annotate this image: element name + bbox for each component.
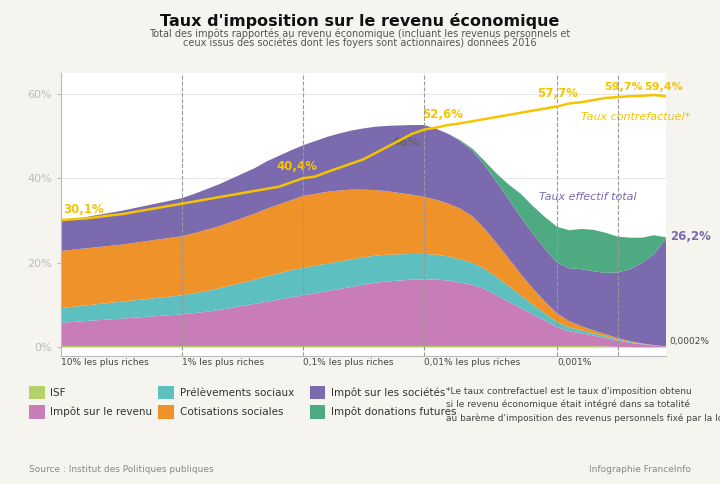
Text: Infographie FranceInfo: Infographie FranceInfo — [589, 465, 691, 474]
Text: 59,4%: 59,4% — [644, 82, 683, 91]
Text: 26,2%: 26,2% — [670, 230, 711, 243]
Text: 0,0002%: 0,0002% — [670, 337, 710, 346]
Text: 52,6%: 52,6% — [422, 108, 463, 121]
Text: 10% les plus riches: 10% les plus riches — [61, 358, 149, 367]
Text: Cotisations sociales: Cotisations sociales — [180, 407, 284, 417]
Text: *Le taux contrefactuel est le taux d'imposition obtenu
si le revenu économique é: *Le taux contrefactuel est le taux d'imp… — [446, 387, 720, 423]
Text: 46%: 46% — [392, 136, 420, 149]
Text: Taux effectif total: Taux effectif total — [539, 192, 636, 202]
Text: 59,7%: 59,7% — [604, 82, 643, 91]
Text: Impôt sur les sociétés: Impôt sur les sociétés — [331, 387, 446, 398]
Text: Total des impôts rapportés au revenu économique (incluant les revenus personnels: Total des impôts rapportés au revenu éco… — [149, 28, 571, 39]
Text: Impôt donations futures: Impôt donations futures — [331, 407, 456, 417]
Text: 57,7%: 57,7% — [536, 87, 577, 100]
Text: 30,1%: 30,1% — [63, 203, 104, 216]
Text: Impôt sur le revenu: Impôt sur le revenu — [50, 407, 153, 417]
Text: 0,1% les plus riches: 0,1% les plus riches — [303, 358, 394, 367]
Text: Taux d'imposition sur le revenu économique: Taux d'imposition sur le revenu économiq… — [161, 13, 559, 29]
Text: Prélèvements sociaux: Prélèvements sociaux — [180, 388, 294, 397]
Text: ISF: ISF — [50, 388, 66, 397]
Text: Source : Institut des Politiques publiques: Source : Institut des Politiques publiqu… — [29, 465, 213, 474]
Text: 0,001%: 0,001% — [557, 358, 592, 367]
Text: ceux issus des sociétés dont les foyers sont actionnaires) données 2016: ceux issus des sociétés dont les foyers … — [183, 38, 537, 48]
Text: Taux contrefactuel*: Taux contrefactuel* — [581, 112, 690, 122]
Text: 40,4%: 40,4% — [276, 160, 318, 173]
Text: 1% les plus riches: 1% les plus riches — [182, 358, 264, 367]
Text: 0,01% les plus riches: 0,01% les plus riches — [424, 358, 521, 367]
